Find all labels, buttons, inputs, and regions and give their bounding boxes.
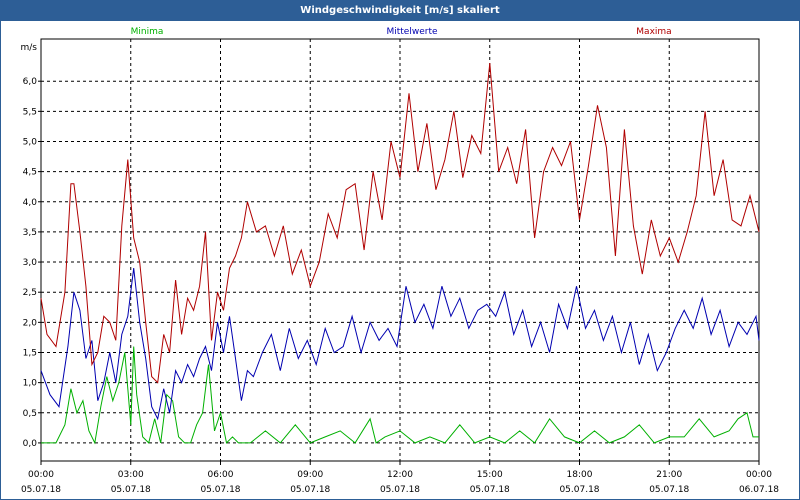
- y-tick-label: 4,0: [23, 198, 38, 208]
- x-tick-date-label: 05.07.18: [559, 485, 599, 495]
- x-tick-time-label: 18:00: [567, 470, 593, 480]
- y-tick-label: 6,0: [23, 77, 38, 87]
- series-line-minima: [41, 346, 759, 445]
- x-tick-date-label: 05.07.18: [649, 485, 689, 495]
- x-tick-date-label: 05.07.18: [111, 485, 151, 495]
- wind-speed-chart: 0,0 0,5 1,0 1,5 2,0 2,5 3,0 3,5 4,0 4,5 5,0 5,5 6,0 m…: [21, 27, 780, 495]
- y-tick-label: 2,5: [23, 288, 37, 298]
- y-tick-label: 5,5: [23, 107, 37, 117]
- y-tick-label: 3,0: [23, 258, 38, 268]
- window-title: Windgeschwindigkeit [m/s] skaliert: [1, 1, 799, 21]
- x-tick-date-label: 05.07.18: [290, 485, 330, 495]
- y-tick-label: 5,0: [23, 137, 38, 147]
- series-line-maxima: [40, 63, 760, 384]
- x-tick-date-label: 06.07.18: [739, 485, 779, 495]
- x-tick-date-label: 05.07.18: [21, 485, 61, 495]
- x-tick-time-label: 00:00: [28, 470, 54, 480]
- x-tick-time-label: 15:00: [477, 470, 503, 480]
- x-tick-time-label: 06:00: [208, 470, 234, 480]
- y-tick-label: 4,5: [23, 168, 37, 178]
- x-tick-date-label: 05.07.18: [380, 485, 420, 495]
- y-tick-label: 0,5: [23, 409, 37, 419]
- x-tick-date-label: 05.07.18: [200, 485, 240, 495]
- x-tick-date-label: 05.07.18: [470, 485, 510, 495]
- x-tick-time-label: 12:00: [387, 470, 413, 480]
- series-line-mittelwerte: [40, 268, 760, 421]
- x-tick-time-label: 09:00: [297, 470, 323, 480]
- y-axis-label: m/s: [21, 43, 38, 53]
- y-tick-label: 1,0: [23, 379, 38, 389]
- legend-minima: Minima: [131, 27, 164, 37]
- y-tick-label: 3,5: [23, 228, 37, 238]
- legend-maxima: Maxima: [636, 27, 671, 37]
- legend-mittelwerte: Mittelwerte: [386, 27, 437, 37]
- x-tick-time-label: 00:00: [746, 470, 772, 480]
- y-tick-label: 0,0: [23, 439, 38, 449]
- y-tick-label: 1,5: [23, 348, 37, 358]
- x-tick-time-label: 21:00: [656, 470, 682, 480]
- x-tick-time-label: 03:00: [118, 470, 144, 480]
- y-tick-label: 2,0: [23, 318, 38, 328]
